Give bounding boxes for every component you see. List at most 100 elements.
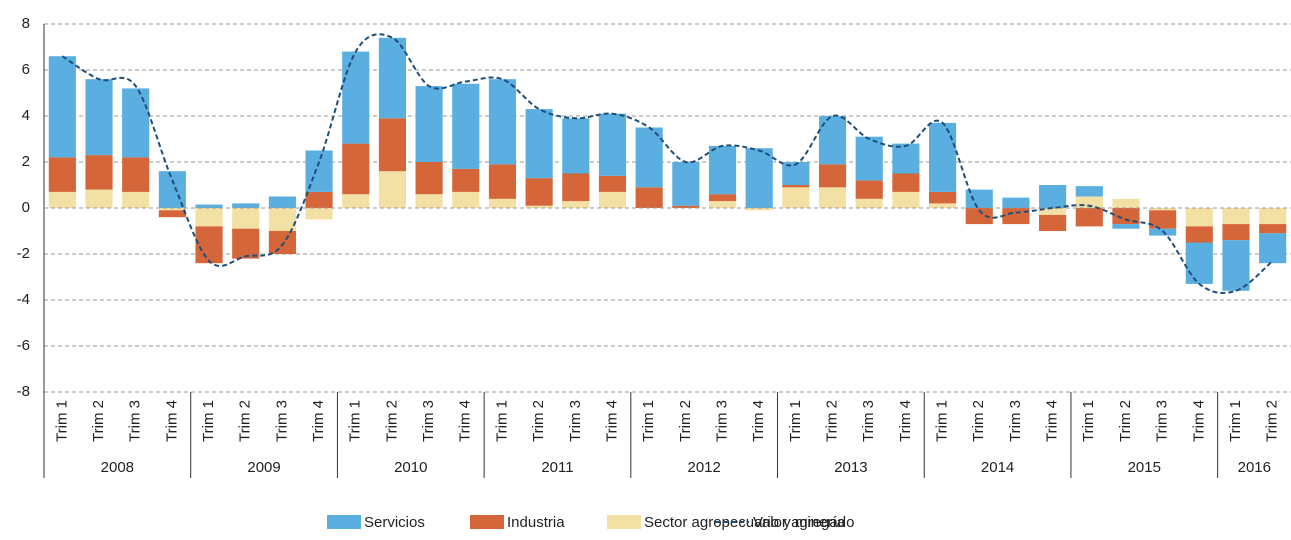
bar <box>782 162 810 185</box>
bar <box>1075 186 1103 197</box>
bar <box>818 187 847 208</box>
x-tick-label: Trim 2 <box>237 400 254 442</box>
x-tick-label: Trim 2 <box>970 400 987 442</box>
bar <box>965 208 993 225</box>
bar <box>598 191 627 208</box>
x-tick-label: Trim 3 <box>713 400 730 442</box>
x-tick-label: Trim 2 <box>824 400 841 442</box>
x-tick-label: Trim 3 <box>273 400 290 442</box>
bar <box>1002 197 1030 208</box>
bar <box>892 143 920 174</box>
bar <box>378 118 406 172</box>
x-tick-label: Trim 1 <box>787 400 804 442</box>
bar <box>452 168 480 192</box>
bar <box>452 191 480 208</box>
bar <box>378 37 406 119</box>
bar <box>232 203 260 208</box>
y-tick-label: -2 <box>17 245 30 262</box>
bar <box>929 191 957 204</box>
bar <box>195 204 223 208</box>
bar <box>122 157 150 192</box>
bar <box>415 162 443 195</box>
legend-swatch <box>327 515 361 529</box>
y-tick-label: 0 <box>22 199 30 216</box>
bar <box>48 157 76 192</box>
x-tick-label: Trim 1 <box>347 400 364 442</box>
x-tick-label: Trim 4 <box>750 400 767 442</box>
bar <box>525 109 553 179</box>
bar <box>1259 208 1287 225</box>
legend-label: Sector agropecuario y minería <box>644 514 846 531</box>
bar <box>892 191 920 208</box>
bar <box>1039 214 1067 231</box>
bar <box>415 194 443 208</box>
group-label: 2010 <box>394 459 427 476</box>
bar <box>488 164 517 199</box>
legend-swatch <box>607 515 641 529</box>
x-tick-label: Trim 3 <box>860 400 877 442</box>
bar <box>268 208 296 231</box>
bar <box>1075 196 1103 208</box>
x-tick-label: Trim 4 <box>457 400 474 442</box>
bar <box>232 208 260 229</box>
y-tick-label: -6 <box>17 337 30 354</box>
bar <box>855 180 883 199</box>
x-tick-label: Trim 3 <box>1007 400 1024 442</box>
bar <box>855 198 883 208</box>
x-tick-label: Trim 1 <box>200 400 217 442</box>
legend-label: Valor agregado <box>753 514 854 531</box>
y-tick-label: -8 <box>17 383 30 400</box>
x-tick-label: Trim 3 <box>1154 400 1171 442</box>
group-label: 2015 <box>1128 459 1161 476</box>
bar <box>158 171 186 208</box>
bar <box>562 173 590 202</box>
legend-label: Servicios <box>364 514 425 531</box>
bar <box>122 191 150 208</box>
bar <box>598 113 627 176</box>
bar <box>1112 224 1140 229</box>
bar <box>1185 226 1213 243</box>
bar <box>85 155 113 190</box>
bar <box>635 187 663 208</box>
x-tick-label: Trim 4 <box>310 400 327 442</box>
bar <box>415 86 443 162</box>
bar <box>635 127 663 188</box>
x-tick-label: Trim 1 <box>934 400 951 442</box>
bar <box>195 226 223 264</box>
bar <box>929 203 957 208</box>
x-tick-label: Trim 2 <box>383 400 400 442</box>
bar <box>708 145 737 195</box>
bar <box>1149 208 1177 211</box>
bar <box>488 79 517 165</box>
x-tick-label: Trim 4 <box>163 400 180 442</box>
x-tick-label: Trim 1 <box>640 400 657 442</box>
x-tick-label: Trim 1 <box>493 400 510 442</box>
x-tick-label: Trim 2 <box>530 400 547 442</box>
bar <box>1112 208 1140 225</box>
bar <box>562 118 590 174</box>
bar <box>1075 208 1103 227</box>
bar <box>892 173 920 192</box>
bar <box>818 116 847 165</box>
bar <box>1259 233 1287 264</box>
bar <box>305 208 333 220</box>
bar <box>598 175 627 192</box>
bar <box>782 185 810 188</box>
bar <box>818 164 847 188</box>
y-tick-label: 8 <box>22 15 30 32</box>
bar <box>855 136 883 181</box>
bar <box>965 189 993 208</box>
x-tick-label: Trim 4 <box>1044 400 1061 442</box>
bar <box>1185 208 1213 227</box>
group-label: 2016 <box>1238 459 1271 476</box>
group-label: 2013 <box>834 459 867 476</box>
bar <box>158 210 186 218</box>
bar <box>672 162 700 206</box>
bar <box>122 88 150 158</box>
bar <box>85 79 113 156</box>
bar <box>1222 240 1250 291</box>
bar <box>1039 185 1067 208</box>
bar <box>562 201 590 208</box>
bar <box>195 208 223 227</box>
